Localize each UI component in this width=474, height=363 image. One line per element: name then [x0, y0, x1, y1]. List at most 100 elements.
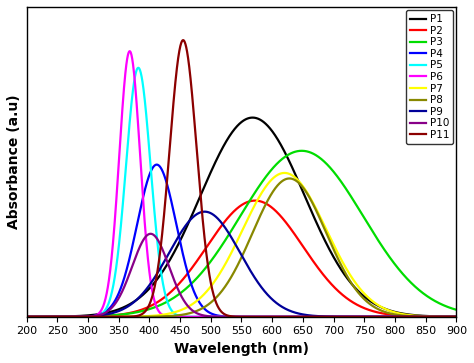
P3 — [446, 305, 451, 309]
Line: P4: P4 — [27, 165, 456, 317]
P5 — [73, 315, 78, 319]
P10 — [399, 315, 405, 319]
P10 — [189, 307, 194, 312]
P6 — [98, 309, 104, 313]
P1 — [73, 314, 78, 318]
P3 — [73, 314, 78, 319]
P4 — [24, 315, 29, 319]
P2 — [252, 199, 258, 203]
Line: P11: P11 — [27, 40, 456, 317]
P6 — [24, 315, 29, 319]
P11 — [73, 315, 78, 319]
Line: P2: P2 — [27, 201, 456, 317]
P9 — [454, 315, 459, 319]
P8 — [207, 301, 213, 305]
P1 — [446, 314, 451, 319]
P1 — [454, 314, 459, 319]
P6 — [446, 315, 451, 319]
P5 — [98, 312, 104, 317]
P9 — [73, 314, 78, 319]
P3 — [399, 271, 405, 275]
P2 — [73, 314, 78, 319]
P8 — [24, 315, 29, 319]
P5 — [454, 315, 459, 319]
P4 — [454, 315, 459, 319]
P8 — [189, 311, 194, 315]
Y-axis label: Absorbance (a.u): Absorbance (a.u) — [7, 94, 21, 229]
P5 — [24, 315, 29, 319]
P7 — [73, 315, 78, 319]
P11 — [98, 315, 104, 319]
P6 — [207, 315, 213, 319]
P5 — [189, 315, 194, 319]
P3 — [299, 148, 304, 153]
P2 — [207, 240, 213, 244]
P9 — [399, 315, 405, 319]
P1 — [98, 312, 104, 316]
P2 — [24, 315, 29, 319]
P7 — [446, 314, 451, 319]
P4 — [154, 163, 160, 167]
Line: P3: P3 — [27, 151, 456, 317]
P11 — [189, 86, 194, 91]
P5 — [136, 66, 141, 70]
P7 — [399, 312, 405, 316]
Line: P9: P9 — [27, 212, 456, 317]
P9 — [98, 313, 104, 317]
P8 — [73, 315, 78, 319]
Legend: P1, P2, P3, P4, P5, P6, P7, P8, P9, P10, P11: P1, P2, P3, P4, P5, P6, P7, P8, P9, P10,… — [406, 10, 453, 144]
Line: P8: P8 — [27, 179, 456, 317]
P5 — [207, 315, 213, 319]
P3 — [24, 315, 29, 319]
P7 — [98, 315, 104, 319]
P6 — [73, 315, 78, 319]
X-axis label: Wavelength (nm): Wavelength (nm) — [174, 342, 309, 356]
P4 — [189, 283, 194, 287]
P6 — [399, 315, 405, 319]
P4 — [207, 311, 213, 315]
P10 — [73, 315, 78, 319]
P1 — [399, 311, 405, 315]
P7 — [454, 315, 459, 319]
P7 — [189, 303, 194, 307]
P8 — [399, 313, 405, 318]
P2 — [189, 266, 194, 271]
P10 — [98, 312, 104, 317]
P2 — [98, 314, 104, 318]
Line: P5: P5 — [27, 68, 456, 317]
P9 — [24, 315, 29, 319]
P3 — [189, 281, 194, 286]
P4 — [446, 315, 451, 319]
P1 — [250, 115, 255, 120]
P2 — [399, 314, 405, 318]
P2 — [454, 315, 459, 319]
P8 — [454, 315, 459, 319]
P8 — [98, 315, 104, 319]
P10 — [24, 315, 29, 319]
P6 — [127, 49, 133, 53]
P11 — [24, 315, 29, 319]
Line: P6: P6 — [27, 51, 456, 317]
Line: P10: P10 — [27, 234, 456, 317]
P3 — [98, 314, 104, 318]
P10 — [148, 232, 154, 236]
P4 — [98, 312, 104, 316]
P10 — [207, 314, 213, 318]
P11 — [399, 315, 405, 319]
P10 — [454, 315, 459, 319]
P4 — [399, 315, 405, 319]
P7 — [282, 171, 287, 175]
P6 — [189, 315, 194, 319]
P11 — [180, 38, 186, 42]
P11 — [207, 277, 213, 282]
P11 — [446, 315, 451, 319]
P8 — [446, 315, 451, 319]
P2 — [446, 315, 451, 319]
P3 — [454, 308, 459, 312]
P1 — [207, 172, 213, 176]
P8 — [287, 176, 292, 181]
P7 — [207, 285, 213, 290]
Line: P7: P7 — [27, 173, 456, 317]
Line: P1: P1 — [27, 118, 456, 317]
P9 — [189, 216, 194, 221]
